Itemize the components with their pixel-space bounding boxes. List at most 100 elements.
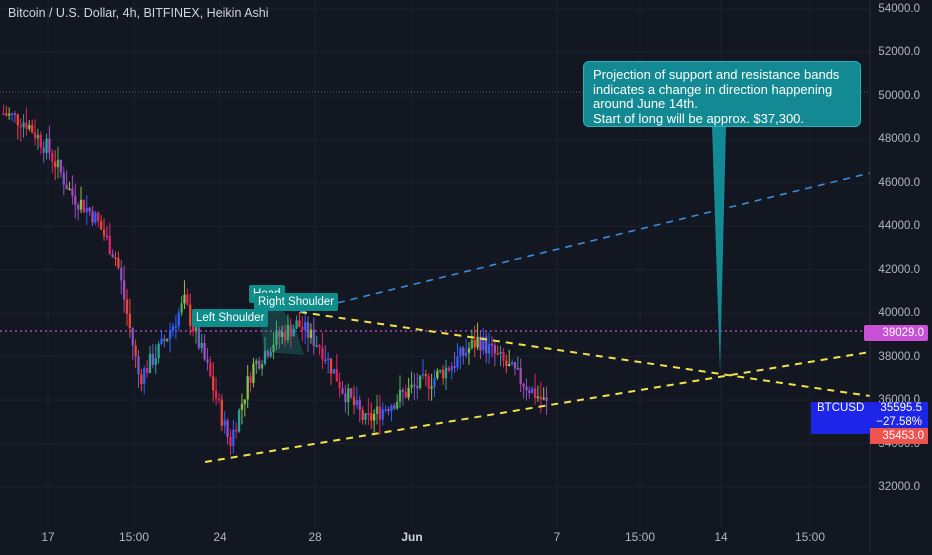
candle-body [54,161,57,168]
last-price: 35595.5 [880,402,922,414]
candle-body [395,401,399,409]
candle-body [232,429,235,447]
candle-body [519,368,522,384]
candle-body [68,188,71,191]
candle-body [384,409,387,411]
candle-body [246,376,249,400]
candle-body [436,370,439,379]
candle-body [321,347,324,360]
callout-line-1: Projection of support and resistance ban… [593,67,840,82]
candle-body [505,360,508,367]
candle-body [539,396,542,400]
candle-body [312,329,315,347]
candle-body [470,340,473,349]
candle-body [36,134,40,139]
right-shoulder-label[interactable]: Right Shoulder [254,293,339,311]
candle-body [200,342,203,349]
candle-body [306,322,310,338]
candle-body [499,351,502,354]
candle-body [160,338,163,344]
callout-pointer [712,126,726,372]
candle-body [338,381,341,389]
candle-body [180,303,183,313]
candle-body [304,322,307,330]
time-tick: 15:00 [118,530,150,544]
candle-body [94,212,97,223]
candle-body [341,388,344,394]
candle-body [464,352,468,356]
candle-body [177,312,180,327]
candle-body [186,294,189,305]
candle-body [226,420,229,438]
low-price-tag[interactable]: 35453.0 [870,428,928,444]
candle-body [111,254,114,258]
change-percent: −27.58% [876,416,922,428]
symbol-label: BTCUSD [817,402,865,414]
support-trendline [204,351,871,463]
candle-body [249,376,252,383]
candle-body [48,138,51,153]
candle-body [490,343,494,346]
candle-body [407,387,410,398]
candle-body [243,399,246,404]
candle-body [373,413,376,421]
candle-body [122,280,126,300]
candle-body [65,184,68,190]
candle-body [275,330,278,345]
candle-body [496,353,499,355]
candle-body [189,304,192,327]
candle-body [42,147,45,153]
candle-body [252,363,255,383]
time-tick: Jun [401,530,423,544]
candle-body [240,403,244,410]
candle-body [13,113,17,116]
candle-body [163,338,166,342]
candle-body [255,360,258,364]
candle-body [401,389,405,392]
alert-price-tag[interactable]: 39029.0 [864,325,928,341]
candle-body [378,406,382,420]
candle-body [77,204,80,210]
candle-body [168,330,172,339]
head-pattern-shade [258,302,304,355]
candle-body [16,114,19,126]
candle-body [476,336,479,348]
candle-body [143,368,146,385]
candle-body [482,336,485,351]
candle-body [309,329,313,338]
candle-body [197,327,200,349]
candle-body [194,327,198,332]
candle-body [223,420,226,426]
candle-body [456,356,459,368]
candle-body [131,328,134,346]
candle-body [114,257,117,259]
candle-body [301,326,304,330]
candle-body [209,362,212,377]
candle-body [531,388,534,394]
candle-body [157,343,160,359]
time-tick: 14 [714,530,728,544]
candle-body [439,369,442,372]
candle-body [295,320,298,329]
candle-body [525,386,528,391]
candle-body [260,364,264,369]
candle-body [318,345,321,348]
candle-body [298,320,301,327]
candle-body [404,391,407,398]
candle-body [542,397,545,400]
candle-body [134,345,137,357]
candle-body [292,328,295,337]
price-tick: 52000.0 [878,46,920,58]
candle-body [513,362,517,369]
candle-body [171,326,175,331]
candle-body [212,376,215,391]
candle-body [361,410,364,420]
candle-body [191,326,195,332]
annotation-callout[interactable]: Projection of support and resistance ban… [583,61,861,127]
candle-body [493,345,496,354]
price-tick: 40000.0 [878,307,920,319]
candle-body [266,351,269,357]
left-shoulder-label[interactable]: Left Shoulder [192,309,269,327]
